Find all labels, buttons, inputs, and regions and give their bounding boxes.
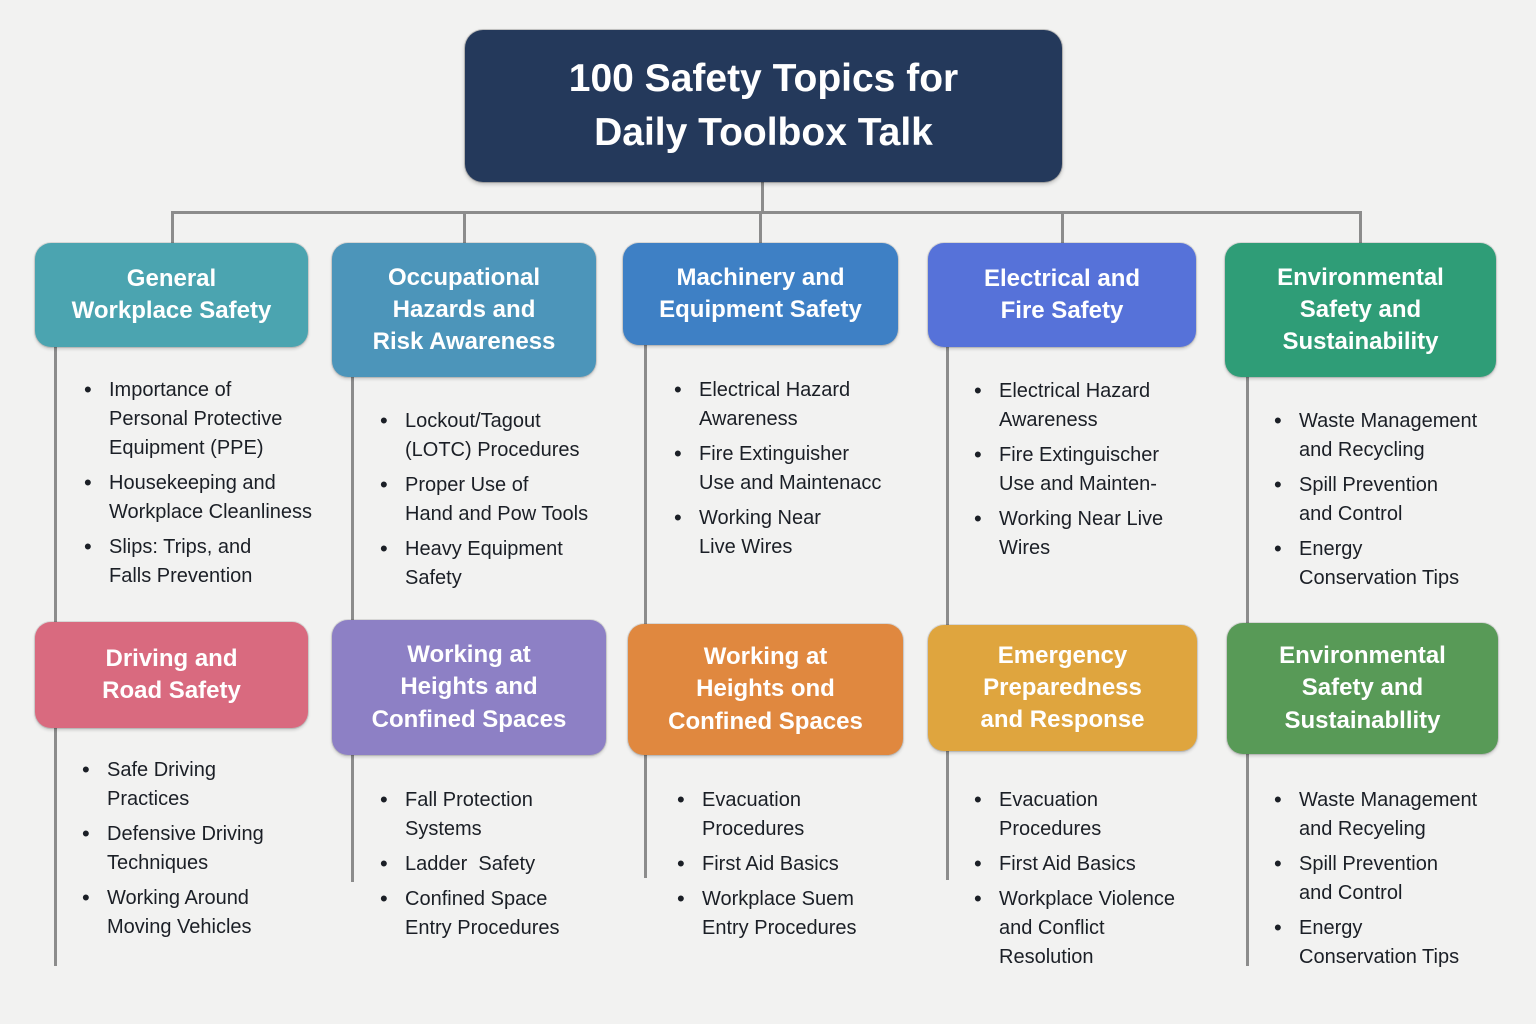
category-card-driving-road-safety: Driving and Road Safety: [35, 622, 308, 728]
bullet-list-general-workplace-safety: Importance of Personal Protective Equipm…: [82, 375, 364, 597]
list-item: Workplace Suem Entry Procedures: [675, 884, 937, 943]
list-item: Fire Extinguischer Use and Mainten-: [972, 440, 1224, 499]
connector-drop-4: [1061, 211, 1064, 245]
list-item: Ladder Safety: [378, 849, 630, 879]
category-card-working-heights-confined-spaces: Working at Heights and Confined Spaces: [332, 620, 606, 755]
bullet-list-driving-road-safety: Safe Driving Practices Defensive Driving…: [80, 755, 332, 948]
category-card-emergency-preparedness-response: Emergency Preparedness and Response: [928, 625, 1197, 751]
connector-drop-3: [759, 211, 762, 245]
bullet-list-working-heights-confined-spaces: Fall Protection Systems Ladder Safety Co…: [378, 785, 630, 949]
category-card-machinery-equipment-safety: Machinery and Equipment Safety: [623, 243, 898, 345]
bullet-list-environmental-safety-sustainability-2: Waste Management and Recyeling Spill Pre…: [1272, 785, 1528, 978]
bullet-list-occupational-hazards-risk-awareness: Lockout/Tagout (LOTC) Procedures Proper …: [378, 406, 630, 599]
page-title: 100 Safety Topics for Daily Toolbox Talk: [465, 30, 1062, 182]
bullet-list-machinery-equipment-safety: Electrical Hazard Awareness Fire Extingu…: [672, 375, 934, 568]
list-item: Spill Prevention and Control: [1272, 849, 1528, 908]
list-item: Waste Management and Recyeling: [1272, 785, 1528, 844]
connector-horizontal-bar: [171, 211, 1362, 214]
category-card-occupational-hazards-risk-awareness: Occupational Hazards and Risk Awareness: [332, 243, 596, 377]
list-item: Slips: Trips, and Falls Prevention: [82, 532, 364, 591]
category-card-general-workplace-safety: General Workplace Safety: [35, 243, 308, 347]
list-item: Proper Use of Hand and Pow Tools: [378, 470, 630, 529]
list-item: Safe Driving Practices: [80, 755, 332, 814]
bullet-list-emergency-preparedness-response: Evacuation Procedures First Aid Basics W…: [972, 785, 1234, 978]
list-item: Electrical Hazard Awareness: [672, 375, 934, 434]
bullet-list-environmental-safety-sustainability: Waste Management and Recycling Spill Pre…: [1272, 406, 1528, 599]
bullet-list-electrical-fire-safety: Electrical Hazard Awareness Fire Extingu…: [972, 376, 1224, 569]
list-item: Workplace Violence and Conflict Resoluti…: [972, 884, 1234, 972]
connector-drop-5: [1359, 211, 1362, 245]
connector-column-3: [644, 344, 647, 878]
list-item: Housekeeping and Workplace Cleanliness: [82, 468, 364, 527]
list-item: Electrical Hazard Awareness: [972, 376, 1224, 435]
list-item: First Aid Basics: [675, 849, 937, 879]
list-item: Heavy Equipment Safety: [378, 534, 630, 593]
category-card-environmental-safety-sustainability: Environmental Safety and Sustainability: [1225, 243, 1496, 377]
category-card-working-heights-confined-spaces-2: Working at Heights ond Confined Spaces: [628, 624, 903, 755]
list-item: Working Around Moving Vehicles: [80, 883, 332, 942]
list-item: Fall Protection Systems: [378, 785, 630, 844]
connector-title-stub: [761, 181, 764, 212]
category-card-environmental-safety-sustainability-2: Environmental Safety and Sustainabllity: [1227, 623, 1498, 754]
list-item: Evacuation Procedures: [972, 785, 1234, 844]
connector-column-4: [946, 346, 949, 880]
list-item: Fire Extinguisher Use and Maintenacc: [672, 439, 934, 498]
connector-drop-2: [463, 211, 466, 245]
list-item: Confined Space Entry Procedures: [378, 884, 630, 943]
connector-drop-1: [171, 211, 174, 245]
list-item: Energy Conservation Tips: [1272, 534, 1528, 593]
bullet-list-working-heights-confined-spaces-2: Evacuation Procedures First Aid Basics W…: [675, 785, 937, 949]
list-item: Working Near Live Wires: [972, 504, 1224, 563]
list-item: Evacuation Procedures: [675, 785, 937, 844]
list-item: Defensive Driving Techniques: [80, 819, 332, 878]
list-item: Working Near Live Wires: [672, 503, 934, 562]
list-item: Waste Management and Recycling: [1272, 406, 1528, 465]
list-item: First Aid Basics: [972, 849, 1234, 879]
category-card-electrical-fire-safety: Electrical and Fire Safety: [928, 243, 1196, 347]
list-item: Spill Prevention and Control: [1272, 470, 1528, 529]
list-item: Energy Conservation Tips: [1272, 913, 1528, 972]
list-item: Importance of Personal Protective Equipm…: [82, 375, 364, 463]
list-item: Lockout/Tagout (LOTC) Procedures: [378, 406, 630, 465]
